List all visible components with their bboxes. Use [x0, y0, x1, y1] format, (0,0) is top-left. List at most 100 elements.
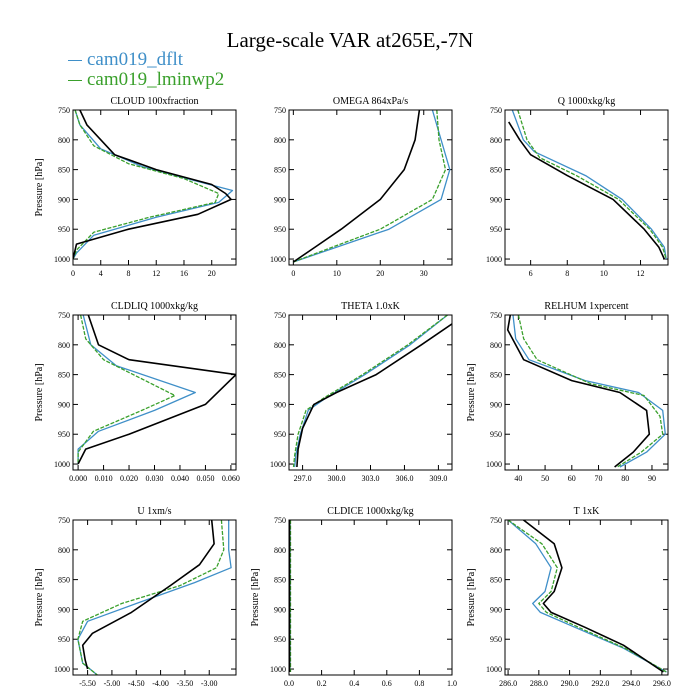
y-tick-label: 950	[274, 225, 286, 234]
x-tick-label: 12	[637, 269, 645, 278]
plot-frame	[288, 109, 453, 266]
x-tick-label: 0.8	[414, 679, 424, 688]
series-line-black	[508, 121, 666, 260]
y-tick-label: 850	[58, 371, 70, 380]
x-tick-label: 40	[514, 474, 522, 483]
y-tick-label: 1000	[270, 460, 286, 469]
y-axis-label: Pressure [hPa]	[466, 363, 477, 421]
series-line-lminwp2	[77, 315, 176, 464]
series-line-lminwp2	[507, 520, 667, 673]
series-line-dflt	[77, 520, 232, 675]
y-tick-label: 850	[58, 166, 70, 175]
series-line-lminwp2	[517, 110, 667, 260]
plot-frame	[288, 519, 453, 676]
y-tick-label: 750	[58, 106, 70, 115]
series-line-lminwp2	[292, 315, 448, 468]
y-tick-label: 1000	[486, 255, 502, 264]
y-tick-label: 1000	[54, 665, 70, 674]
y-tick-label: 900	[490, 195, 502, 204]
y-tick-label: 800	[58, 546, 70, 555]
x-tick-label: 300.0	[328, 474, 346, 483]
y-tick-label: 900	[58, 400, 70, 409]
panel-title: U 1xm/s	[137, 506, 171, 517]
series-line-dflt	[507, 520, 667, 673]
x-tick-label: 16	[180, 269, 188, 278]
y-axis-label: Pressure [hPa]	[34, 363, 45, 421]
legend-label-lminwp2: cam019_lminwp2	[87, 69, 225, 90]
y-tick-label: 1000	[486, 460, 502, 469]
y-tick-label: 800	[490, 136, 502, 145]
y-tick-label: 900	[58, 605, 70, 614]
y-tick-label: 750	[274, 311, 286, 320]
x-tick-label: 60	[568, 474, 576, 483]
x-tick-label: 0.4	[349, 679, 359, 688]
y-tick-label: 850	[58, 576, 70, 585]
plot-frame	[72, 519, 237, 676]
series-line-dflt	[77, 315, 196, 464]
y-tick-label: 950	[490, 225, 502, 234]
y-tick-label: 850	[490, 166, 502, 175]
y-tick-label: 800	[490, 546, 502, 555]
x-tick-label: 288.0	[530, 679, 548, 688]
legend-label-dflt: cam019_dflt	[87, 49, 184, 70]
x-tick-label: 0.2	[317, 679, 327, 688]
series-line-black	[73, 110, 232, 260]
x-tick-label: 6	[529, 269, 533, 278]
x-tick-label: 0.050	[196, 474, 214, 483]
y-tick-label: 1000	[270, 665, 286, 674]
y-tick-label: 800	[274, 136, 286, 145]
series-line-lminwp2	[77, 520, 225, 675]
series-line-dflt	[512, 315, 666, 468]
y-tick-label: 850	[274, 576, 286, 585]
y-tick-label: 750	[58, 311, 70, 320]
panel-7: U 1xm/s Pressure [hPa] 750 800 850 900 950 1000…	[34, 506, 237, 688]
y-tick-label: 1000	[270, 255, 286, 264]
plot-frame	[504, 109, 669, 266]
x-tick-label: -5.50	[79, 679, 96, 688]
x-tick-label: 290.0	[561, 679, 579, 688]
x-tick-label: 0.000	[69, 474, 87, 483]
y-axis-label: Pressure [hPa]	[34, 568, 45, 626]
x-tick-label: 0	[291, 269, 295, 278]
y-tick-label: 800	[274, 546, 286, 555]
x-tick-label: 0.010	[95, 474, 113, 483]
panel-9: T 1xK Pressure [hPa] 750 800 850 900 950 1000 28…	[466, 506, 671, 688]
panel-title: CLOUD 100xfraction	[110, 96, 198, 107]
series-line-black	[296, 323, 452, 468]
x-tick-label: 286.0	[499, 679, 517, 688]
legend: cam019_dflt cam019_lminwp2	[68, 50, 224, 90]
x-tick-label: -4.00	[152, 679, 169, 688]
panel-2: OMEGA 864xPa/s 750 800 850 900 950 1000 0 10 20 30	[270, 96, 453, 278]
y-tick-label: 900	[274, 605, 286, 614]
x-tick-label: 10	[600, 269, 608, 278]
y-tick-label: 750	[58, 516, 70, 525]
x-tick-label: 0.6	[382, 679, 392, 688]
series-line-black	[506, 315, 651, 468]
y-tick-label: 850	[274, 166, 286, 175]
x-tick-label: 20	[208, 269, 216, 278]
y-axis-label: Pressure [hPa]	[34, 158, 45, 216]
x-tick-label: 1.0	[447, 679, 457, 688]
y-axis-label: Pressure [hPa]	[250, 568, 261, 626]
x-tick-label: 296.0	[653, 679, 671, 688]
y-tick-label: 1000	[54, 460, 70, 469]
x-tick-label: 8	[126, 269, 130, 278]
series-line-lminwp2	[293, 110, 447, 263]
panel-6: RELHUM 1xpercent Pressure [hPa] 750 800 850 9…	[466, 301, 669, 483]
x-tick-label: 12	[152, 269, 160, 278]
series-line-dflt	[294, 315, 448, 468]
y-tick-label: 900	[490, 400, 502, 409]
series-line-black	[81, 520, 215, 670]
legend-swatch-dflt	[68, 59, 82, 61]
series-line-dflt	[293, 110, 451, 263]
x-tick-label: 294.0	[622, 679, 640, 688]
x-tick-label: 309.0	[429, 474, 447, 483]
x-tick-label: 306.0	[395, 474, 413, 483]
x-tick-label: 80	[621, 474, 629, 483]
x-tick-label: 50	[541, 474, 549, 483]
y-tick-label: 900	[490, 605, 502, 614]
y-tick-label: 750	[274, 516, 286, 525]
y-tick-label: 800	[274, 341, 286, 350]
panel-title: Q 1000xkg/kg	[558, 96, 616, 107]
x-tick-label: 10	[333, 269, 341, 278]
